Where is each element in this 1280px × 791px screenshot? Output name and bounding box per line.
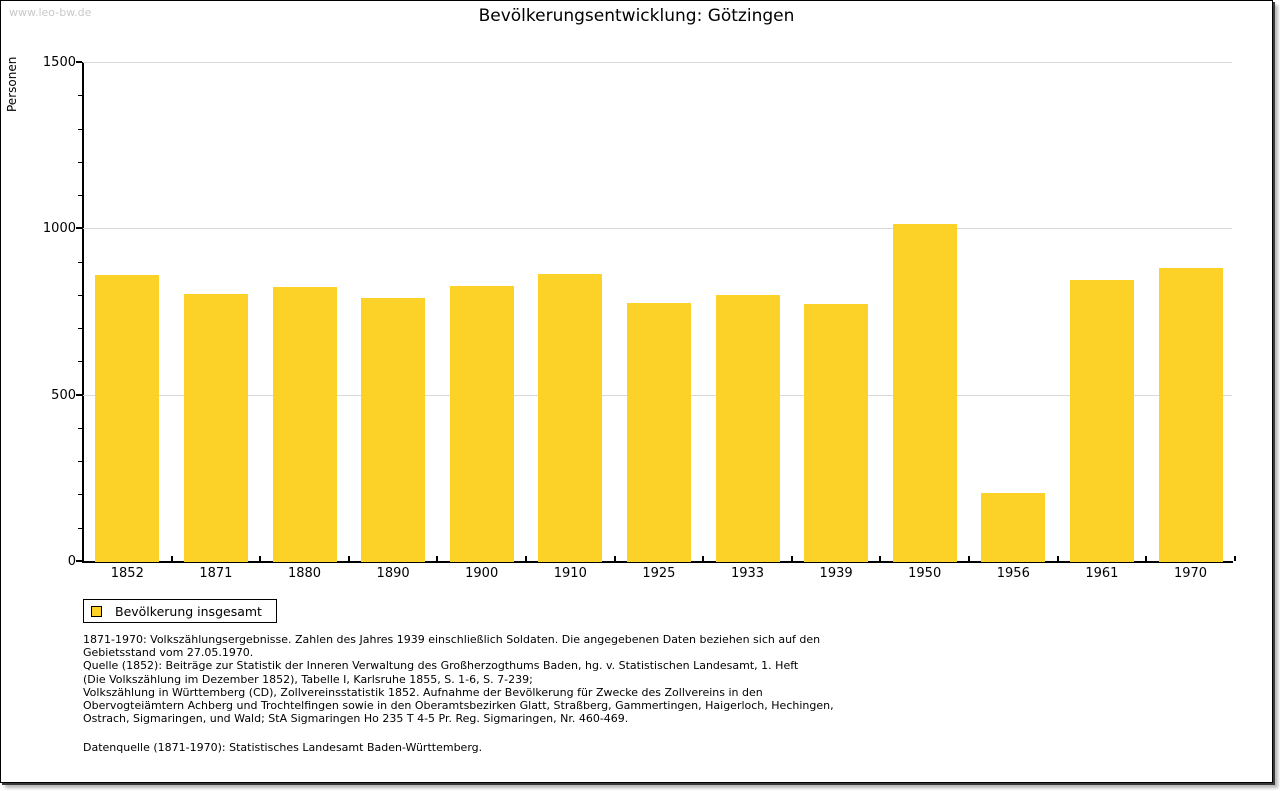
bar-1910 [538, 273, 603, 562]
x-tick-label-1925: 1925 [642, 566, 676, 581]
x-tick-12 [1145, 556, 1148, 561]
x-tick-7 [702, 556, 705, 561]
x-tick-label-1970: 1970 [1173, 566, 1208, 581]
y-tick-label-1000: 1000 [42, 221, 76, 237]
y-minor-tick-900 [78, 261, 82, 263]
y-minor-tick-200 [78, 494, 82, 496]
bar-1950 [892, 223, 957, 562]
x-tick-label-1956: 1956 [996, 566, 1030, 581]
y-minor-tick-400 [78, 427, 82, 429]
bar-1900 [449, 285, 514, 562]
x-tick-5 [525, 556, 527, 561]
y-minor-tick-100 [78, 527, 82, 529]
x-tick-11 [1056, 556, 1059, 561]
y-tick-label-1500: 1500 [42, 55, 76, 70]
watermark: www.leo-bw.de [9, 6, 92, 19]
y-major-tick-0 [76, 560, 82, 562]
bar-1961 [1069, 279, 1134, 562]
x-tick-label-1900: 1900 [465, 566, 499, 581]
bar-1933 [715, 295, 780, 562]
x-tick-13 [1233, 556, 1236, 561]
legend: Bevölkerung insgesamt [83, 599, 277, 623]
y-axis-title: Personen [5, 56, 19, 112]
x-tick-label-1933: 1933 [730, 566, 765, 581]
bar-1852 [95, 274, 160, 562]
x-tick-label-1950: 1950 [908, 566, 942, 581]
footnote-line: Ostrach, Sigmaringen, und Wald; StA Sigm… [83, 712, 629, 726]
x-tick-label-1852: 1852 [110, 566, 144, 581]
bar-1871 [183, 294, 248, 562]
legend-label: Bevölkerung insgesamt [115, 603, 262, 619]
y-major-tick-1000 [76, 227, 82, 230]
y-minor-tick-1300 [78, 128, 82, 130]
x-tick-6 [613, 556, 616, 561]
gridline-1500 [83, 62, 1232, 63]
y-minor-tick-1200 [78, 161, 82, 163]
bar-1925 [626, 302, 691, 562]
x-tick-1 [170, 556, 173, 561]
y-minor-tick-800 [78, 294, 82, 296]
footnote-line: Obervogteiämtern Achberg und Trochtelfin… [83, 699, 834, 713]
y-major-tick-500 [76, 393, 82, 396]
footnote-line: (Die Volkszählung im Dezember 1852), Tab… [83, 672, 533, 686]
y-minor-tick-600 [78, 361, 82, 363]
footnote-line: Volkszählung in Württemberg (CD), Zollve… [83, 685, 763, 699]
x-tick-3 [347, 556, 350, 561]
legend-swatch [91, 605, 102, 617]
x-axis-line [82, 561, 1233, 563]
x-tick-4 [436, 556, 439, 561]
footnote-line: Quelle (1852): Beiträge zur Statistik de… [83, 659, 799, 673]
x-tick-9 [879, 556, 882, 561]
x-tick-label-1939: 1939 [819, 566, 853, 581]
y-axis-line [82, 62, 84, 563]
x-tick-label-1890: 1890 [376, 566, 410, 581]
x-tick-label-1961: 1961 [1085, 566, 1119, 581]
gridline-1000 [83, 228, 1232, 230]
bar-1890 [361, 297, 426, 562]
bar-1970 [1158, 267, 1223, 562]
footnotes: 1871-1970: Volkszählungsergebnisse. Zahl… [83, 633, 834, 725]
x-tick-label-1880: 1880 [287, 566, 322, 581]
footnote-line: Gebietsstand vom 27.05.1970. [83, 646, 254, 660]
x-tick-10 [968, 556, 970, 561]
y-minor-tick-1100 [78, 195, 82, 197]
bar-1880 [272, 286, 337, 562]
y-minor-tick-700 [78, 328, 82, 330]
bar-1956 [981, 492, 1046, 562]
page-title: Bevölkerungsentwicklung: Götzingen [478, 6, 795, 26]
y-major-tick-1500 [76, 61, 82, 63]
plot-area: Personen 0 500 1000 1500 1852 1871 1880 1890 190… [1, 1, 1274, 601]
x-tick-2 [259, 556, 262, 561]
footnote-line: 1871-1970: Volkszählungsergebnisse. Zahl… [83, 633, 821, 646]
x-tick-label-1871: 1871 [199, 566, 233, 581]
bar-1939 [804, 304, 869, 562]
x-tick-label-1910: 1910 [553, 566, 587, 581]
x-tick-8 [790, 556, 793, 561]
datasource-line: Datenquelle (1871-1970): Statistisches L… [83, 741, 483, 754]
y-minor-tick-300 [78, 461, 82, 463]
y-minor-tick-1400 [78, 95, 82, 97]
y-tick-label-500: 500 [51, 387, 76, 403]
y-tick-label-0: 0 [67, 554, 76, 569]
